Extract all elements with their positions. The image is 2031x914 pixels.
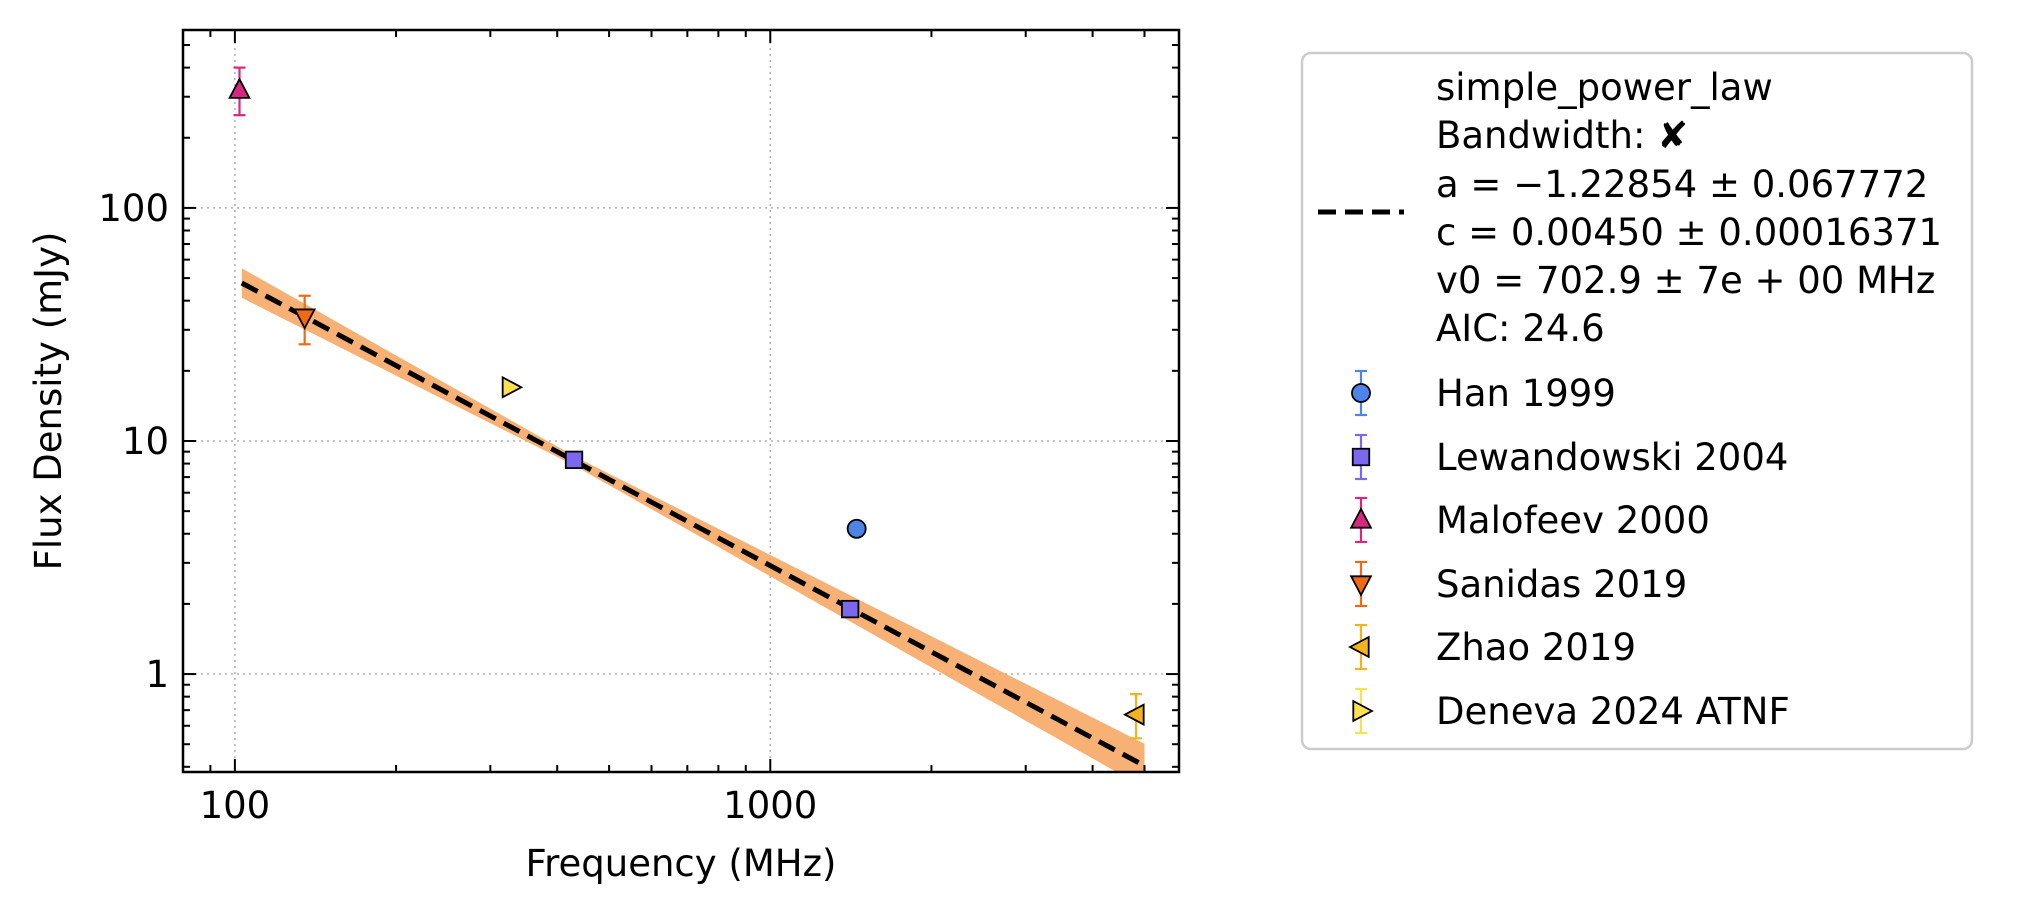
legend-bandwidth-label: Bandwidth: [1436,114,1645,157]
legend-triangle-left-marker [1348,635,1370,659]
legend-fit-name: simple_power_law [1436,66,1773,109]
legend-square-marker [1351,447,1371,467]
legend-triangle-up-marker [1349,507,1373,529]
legend-entry-label: Malofeev 2000 [1436,499,1710,542]
data-point-lewandowski-2004 [841,599,860,619]
legend-param-a: a = −1.22854 ± 0.067772 [1436,163,1928,206]
legend-entry-label: Han 1999 [1436,372,1616,415]
data-point-han-1999 [846,518,867,539]
legend-entries: Han 1999 Lewandowski 2004 Malofeev 2000 San… [1348,369,1790,735]
legend-entry-label: Deneva 2024 ATNF [1436,690,1790,733]
legend-frame [1300,51,1974,751]
legend-param-v0: v0 = 702.9 ± 7e + 00 MHz [1436,259,1935,302]
fit-line-path [240,280,1146,769]
y-tick-label: 100 [98,187,169,230]
grid [183,30,1179,772]
data-point-sanidas-2019 [293,294,317,346]
x-tick-label: 100 [200,784,271,827]
legend-entry-deneva-2024-atnf: Deneva 2024 ATNF [1352,687,1790,735]
data-point-lewandowski-2004 [564,450,584,470]
data-point-zhao-2019 [1123,693,1145,740]
square-marker [841,599,860,619]
triangle-up-marker [228,77,251,99]
y-tick-label: 1 [145,653,169,696]
legend-entry-label: Zhao 2019 [1436,626,1636,669]
legend-entry-malofeev-2000: Malofeev 2000 [1349,496,1710,544]
plot-frame [181,28,1181,774]
axis-ticks: 100 1000 1 10 100 [98,30,1179,827]
data-point-deneva-2024-atnf [501,375,524,399]
plot-area [183,30,1179,772]
circle-marker [846,518,867,539]
triangle-down-marker [293,308,317,331]
legend-bandwidth: Bandwidth: ✘ [1436,114,1688,157]
legend-entry-label: Lewandowski 2004 [1436,436,1788,479]
data-point-malofeev-2000 [228,66,251,117]
legend-entry-sanidas-2019: Sanidas 2019 [1349,560,1687,608]
x-tick-label: 1000 [723,784,817,827]
y-tick-label: 10 [122,420,169,463]
square-marker [564,450,584,470]
y-axis-label: Flux Density (mJy) [27,232,70,571]
legend-aic: AIC: 24.6 [1436,307,1605,350]
legend-entry-label: Sanidas 2019 [1436,563,1687,606]
data-points [228,66,1145,740]
legend-triangle-right-marker [1352,699,1374,723]
triangle-left-marker [1123,703,1145,726]
fit-line [240,280,1146,769]
legend-circle-marker [1351,383,1371,403]
legend-entry-han-1999: Han 1999 [1351,369,1616,417]
legend-entry-zhao-2019: Zhao 2019 [1348,623,1636,671]
legend-param-c: c = 0.00450 ± 0.00016371 [1436,211,1942,254]
legend: simple_power_law Bandwidth: ✘ a = −1.228… [1300,51,1974,751]
legend-triangle-down-marker [1349,575,1373,597]
triangle-right-marker [501,375,524,399]
x-axis-label: Frequency (MHz) [526,842,837,885]
legend-entry-lewandowski-2004: Lewandowski 2004 [1351,433,1788,481]
legend-bandwidth-cross-icon: ✘ [1657,114,1688,157]
